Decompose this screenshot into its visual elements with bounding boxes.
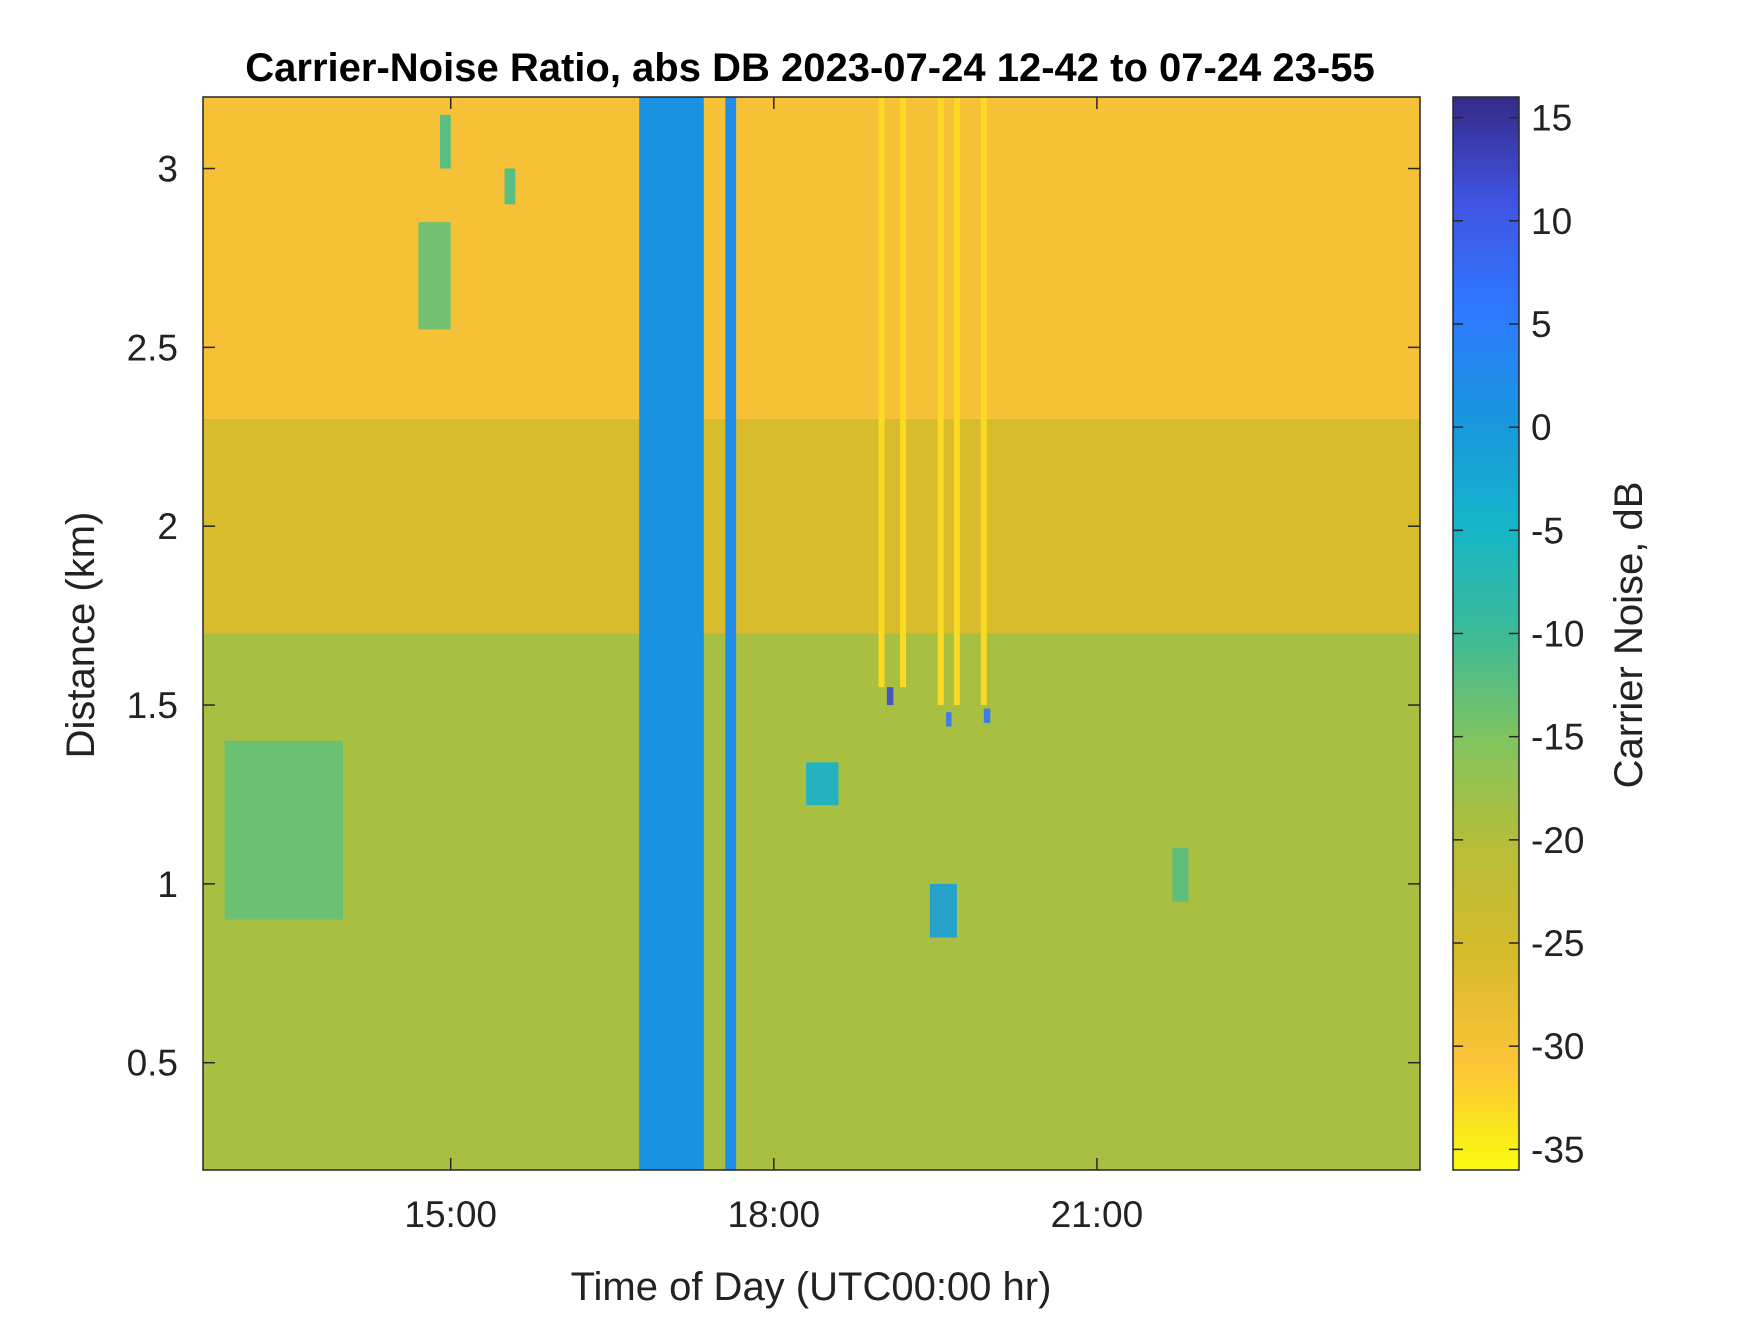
plot-area: 15:00 18:00 21:00 0.5 1 1.5 2 2.5 3 [127, 96, 1421, 1235]
heatmap-cell-0 [224, 740, 344, 920]
y-tick-label: 1 [157, 864, 178, 905]
heatmap-band-0 [639, 97, 704, 1170]
heatmap-zone-0 [203, 97, 1420, 419]
x-axis-label: Time of Day (UTC00:00 hr) [571, 1265, 1052, 1309]
heatmap-streak-3 [953, 97, 960, 706]
heatmap-streak-1 [900, 97, 907, 688]
chart-title: Carrier-Noise Ratio, abs DB 2023-07-24 1… [245, 46, 1374, 90]
colorbar: 15 10 5 0 -5 -10 -15 -20 -25 -30 -35 Carrier Noise… [1452, 96, 1651, 1171]
heatmap-field [203, 97, 1420, 1170]
heatmap-cell-1 [418, 222, 451, 330]
colorbar-tick-label: -35 [1531, 1129, 1584, 1170]
colorbar-tick-label: -30 [1531, 1026, 1584, 1067]
heatmap-streak-4 [980, 97, 987, 706]
x-tick-label: 15:00 [404, 1194, 497, 1235]
colorbar-tick-label: -15 [1531, 717, 1584, 758]
colorbar-tick-label: 15 [1531, 98, 1572, 139]
heatmap-cell-9 [1172, 848, 1189, 902]
heatmap-cell-7 [946, 712, 952, 727]
y-axis-label: Distance (km) [59, 512, 103, 759]
heatmap-cell-4 [806, 762, 839, 806]
y-tick-label: 2 [157, 506, 178, 547]
colorbar-tick-label: -25 [1531, 923, 1584, 964]
heatmap-cell-5 [929, 883, 957, 938]
colorbar-tick-label: 5 [1531, 304, 1552, 345]
heatmap-zone-2 [203, 633, 1420, 1170]
colorbar-tick-label: -20 [1531, 820, 1584, 861]
colorbar-ticks: 15 10 5 0 -5 -10 -15 -20 -25 -30 -35 [1453, 98, 1584, 1170]
colorbar-label: Carrier Noise, dB [1607, 482, 1651, 789]
x-tick-label: 21:00 [1051, 1194, 1144, 1235]
y-axis: 0.5 1 1.5 2 2.5 3 [127, 149, 1420, 1084]
x-tick-label: 18:00 [728, 1194, 821, 1235]
heatmap-streak-2 [937, 97, 944, 706]
heatmap-cell-6 [886, 687, 894, 706]
heatmap-cell-8 [983, 708, 991, 723]
x-axis: 15:00 18:00 21:00 [404, 97, 1143, 1235]
y-tick-label: 3 [157, 149, 178, 190]
heatmap-cell-3 [504, 168, 516, 205]
colorbar-tick-label: -10 [1531, 614, 1584, 655]
plot-frame [202, 96, 1421, 1171]
y-tick-label: 0.5 [127, 1043, 178, 1084]
colorbar-tick-label: 0 [1531, 407, 1552, 448]
y-tick-label: 1.5 [127, 685, 178, 726]
heatmap-zone-1 [203, 418, 1420, 634]
colorbar-tick-label: 10 [1531, 201, 1572, 242]
heatmap-band-1 [725, 97, 737, 1170]
heatmap-cell-2 [439, 114, 451, 169]
colorbar-tick-label: -5 [1531, 510, 1564, 551]
heatmap-streak-0 [878, 97, 885, 688]
y-tick-label: 2.5 [127, 327, 178, 368]
